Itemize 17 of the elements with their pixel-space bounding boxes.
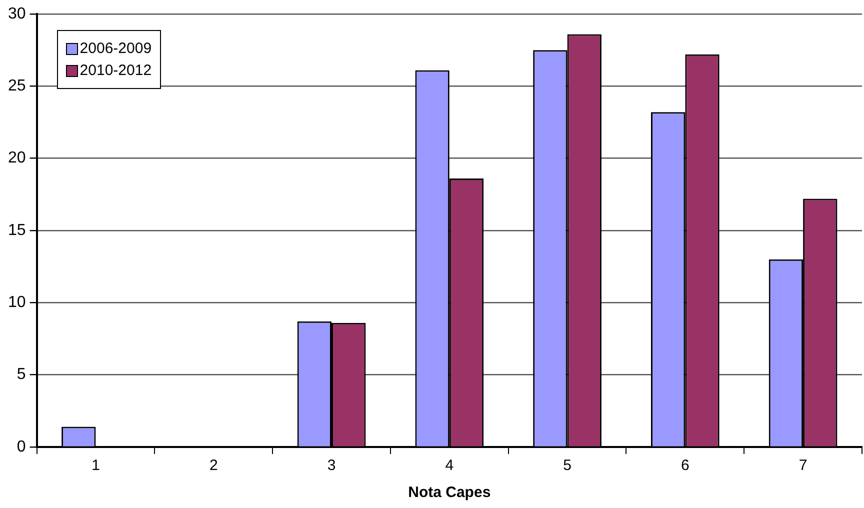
x-tick-label: 6 [681, 457, 690, 474]
y-tick-label: 5 [16, 366, 26, 384]
x-tick-label: 3 [327, 457, 336, 474]
y-tick-label: 25 [8, 78, 26, 95]
x-tick-label: 5 [563, 457, 572, 474]
legend-label: 2006-2009 [80, 40, 152, 57]
y-tick-label: 15 [8, 222, 26, 239]
legend-label: 2010-2012 [80, 62, 152, 79]
y-tick-label: 30 [8, 5, 26, 22]
x-tick-label: 7 [798, 457, 808, 474]
x-tick-label: 1 [92, 457, 100, 474]
x-axis-title: Nota Capes [408, 484, 491, 502]
y-tick-label: 20 [8, 150, 26, 167]
x-tick-label: 4 [445, 457, 454, 474]
y-tick-label: 0 [16, 438, 26, 456]
x-tick-label: 2 [209, 457, 218, 474]
y-tick-label: 10 [8, 294, 26, 312]
